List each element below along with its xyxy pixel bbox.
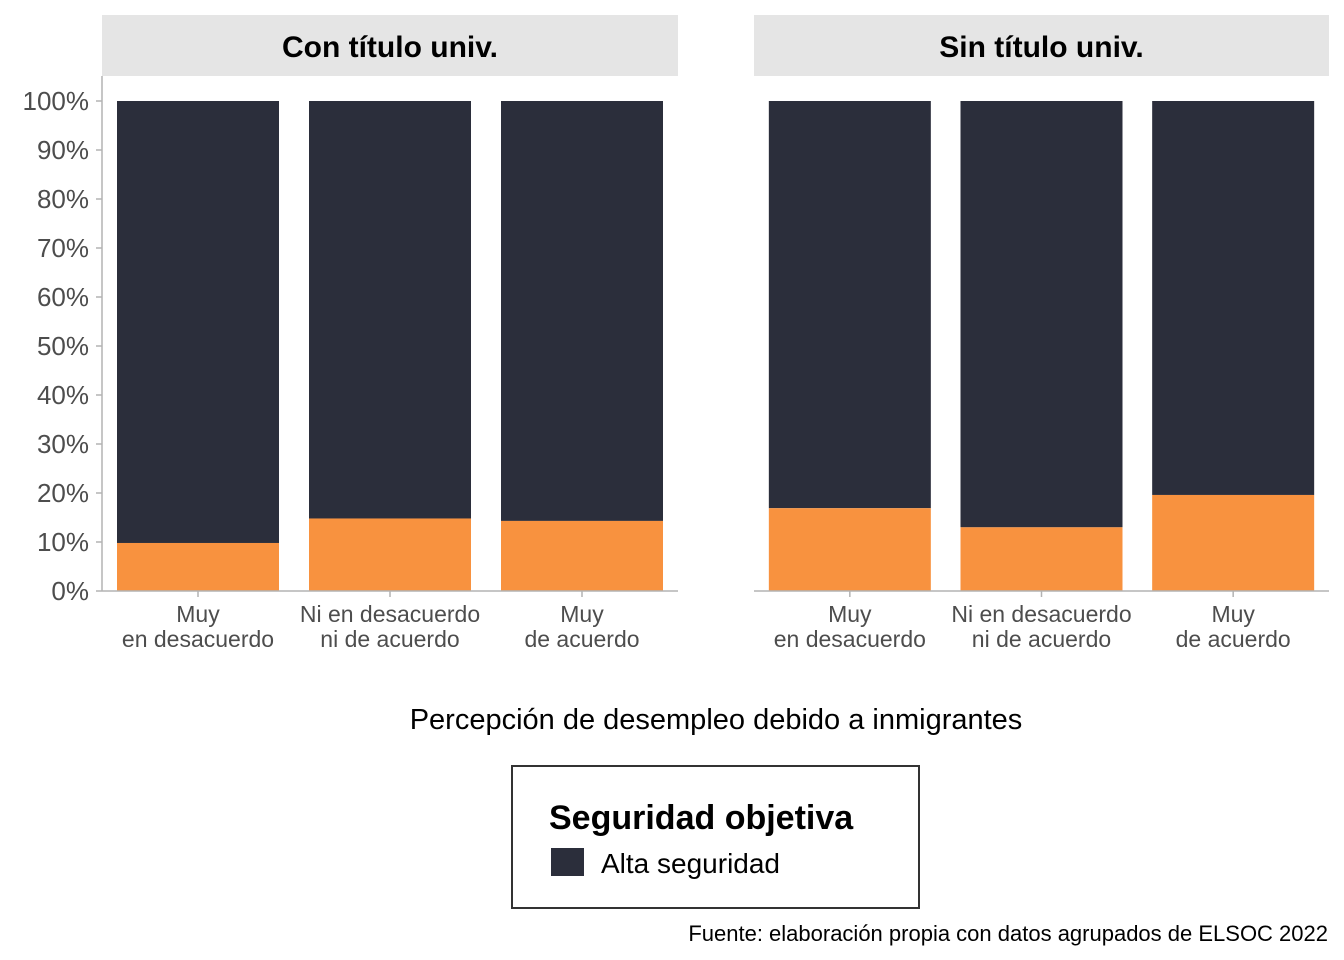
facet-title: Con título univ. — [282, 31, 498, 64]
y-tick-label: 30% — [37, 429, 89, 459]
bar-baja-seguridad — [501, 520, 663, 591]
legend-box — [511, 765, 920, 909]
legend-label: Alta seguridad — [601, 848, 780, 879]
y-tick-label: 50% — [37, 331, 89, 361]
bar-alta-seguridad — [960, 101, 1123, 528]
x-tick-label: Muy en desacuerdo — [774, 601, 926, 652]
y-tick-label: 80% — [37, 184, 89, 214]
bar-alta-seguridad — [117, 101, 279, 543]
caption: Fuente: elaboración propia con datos agr… — [688, 921, 1328, 946]
x-axis-title: Percepción de desempleo debido a inmigra… — [410, 704, 1023, 736]
legend-swatch — [551, 848, 584, 876]
x-tick-label: Muy de acuerdo — [1176, 601, 1291, 652]
bar-alta-seguridad — [309, 101, 471, 519]
x-tick-label: Ni en desacuerdo ni de acuerdo — [300, 601, 480, 652]
x-tick-label: Muy en desacuerdo — [122, 601, 274, 652]
facet-strip — [102, 15, 678, 76]
x-tick-label: Muy de acuerdo — [524, 601, 639, 652]
y-tick-label: 90% — [37, 135, 89, 165]
y-tick-label: 20% — [37, 478, 89, 508]
x-tick-label: Ni en desacuerdo ni de acuerdo — [951, 601, 1131, 652]
bar-baja-seguridad — [117, 542, 279, 591]
legend-title: Seguridad objetiva — [549, 799, 854, 837]
bar-alta-seguridad — [1152, 101, 1315, 495]
y-axis: 0% 10% 20% 30% 40% 50% 60% 70% 80% 90% 100% — [23, 76, 103, 606]
bar-baja-seguridad — [1152, 494, 1315, 591]
facet-title: Sin título univ. — [939, 31, 1143, 64]
y-tick-label: 10% — [37, 527, 89, 557]
bar-alta-seguridad — [768, 101, 931, 509]
bar-baja-seguridad — [768, 508, 931, 591]
y-tick-label: 40% — [37, 380, 89, 410]
bar-alta-seguridad — [501, 101, 663, 521]
bar-baja-seguridad — [309, 518, 471, 591]
y-tick-label: 70% — [37, 233, 89, 263]
facets: Con título univ. Muy en desacuerdo Ni en de… — [102, 15, 1329, 652]
legend: Seguridad objetiva Alta seguridad — [511, 765, 920, 909]
y-tick-label: 0% — [51, 576, 89, 606]
facet-strip — [754, 15, 1329, 76]
bar-baja-seguridad — [960, 527, 1123, 591]
facet-panel: Con título univ. Muy en desacuerdo Ni en de… — [102, 15, 678, 652]
facet-panel: Sin título univ. Muy en desacuerdo Ni en de… — [754, 15, 1329, 652]
y-tick-label: 100% — [23, 86, 90, 116]
y-tick-label: 60% — [37, 282, 89, 312]
